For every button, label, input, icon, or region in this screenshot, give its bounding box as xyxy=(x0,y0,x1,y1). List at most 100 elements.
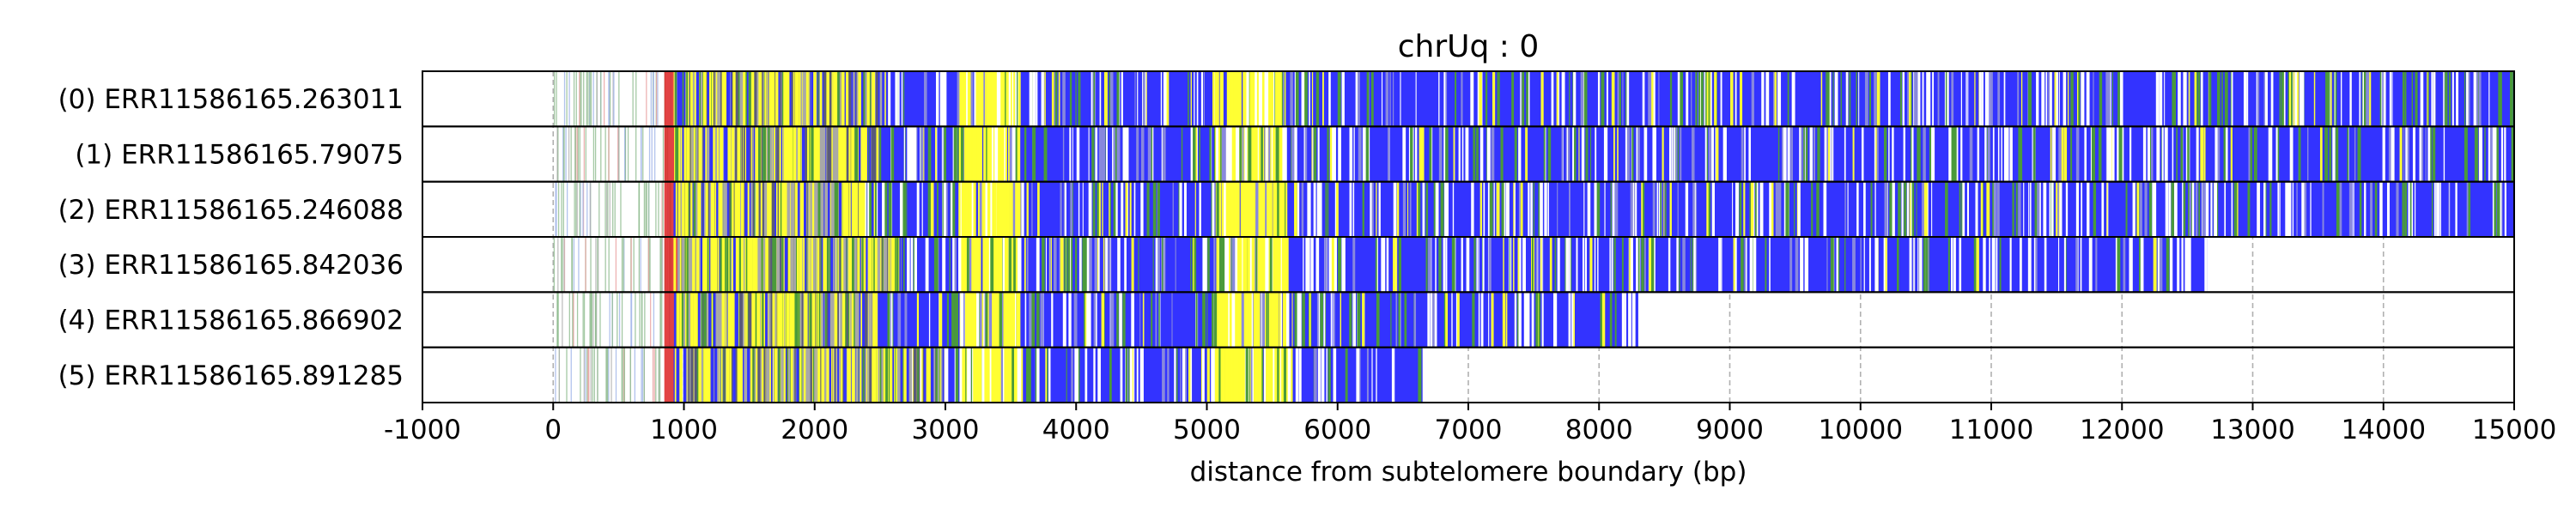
dense-band xyxy=(1064,181,1066,237)
mixed-band xyxy=(848,181,851,237)
dense-band xyxy=(1831,126,1834,182)
dense-band xyxy=(2427,126,2431,182)
dense-band xyxy=(1680,71,1684,127)
dense-band xyxy=(1205,237,1207,293)
dense-band xyxy=(1479,126,1484,182)
dense-band xyxy=(1753,181,1755,237)
sparse-band xyxy=(606,181,608,237)
dense-band xyxy=(1741,126,1744,182)
dense-band xyxy=(1024,237,1026,293)
mixed-band xyxy=(829,71,832,127)
mixed-band xyxy=(788,181,791,237)
dense-band xyxy=(2037,181,2038,237)
dense-band xyxy=(1856,181,1859,237)
dense-band xyxy=(1109,292,1111,348)
mixed-band xyxy=(691,126,695,182)
mixed-band xyxy=(854,237,857,293)
mixed-band xyxy=(835,292,840,348)
dense-band xyxy=(1917,126,1920,182)
mixed-band xyxy=(731,292,735,348)
sparse-band xyxy=(557,126,559,182)
dense-band xyxy=(1603,126,1607,182)
dense-band xyxy=(1110,292,1115,348)
dense-band xyxy=(2185,126,2188,182)
dense-band xyxy=(2138,237,2142,293)
dense-band xyxy=(2431,181,2433,237)
dense-band xyxy=(2391,126,2393,182)
dense-band xyxy=(1402,126,1406,182)
dense-band xyxy=(1352,237,1356,293)
dense-band xyxy=(1365,126,1370,182)
dense-band xyxy=(1106,126,1108,182)
dense-band xyxy=(1707,71,1710,127)
dense-band xyxy=(1438,71,1440,127)
mixed-band xyxy=(701,292,704,348)
yellow-band xyxy=(1000,126,1004,182)
dense-band xyxy=(1002,237,1005,293)
dense-band xyxy=(2172,126,2174,182)
dense-band xyxy=(1928,237,1929,293)
dense-band xyxy=(2188,71,2190,127)
dense-band xyxy=(873,292,876,348)
dense-band xyxy=(2396,181,2399,237)
dense-band xyxy=(2017,71,2020,127)
mixed-band xyxy=(759,181,762,237)
dense-band xyxy=(1410,126,1413,182)
dense-band xyxy=(1407,181,1409,237)
mixed-band xyxy=(877,237,881,293)
dense-band xyxy=(1932,126,1935,182)
dense-band xyxy=(2159,237,2162,293)
dense-band xyxy=(2119,71,2123,127)
dense-band xyxy=(2221,71,2223,127)
dense-band xyxy=(2279,181,2281,237)
dense-band xyxy=(2294,71,2298,127)
dense-band xyxy=(1874,237,1879,293)
read-row xyxy=(555,181,2514,237)
dense-band xyxy=(2490,126,2493,182)
mixed-band xyxy=(824,126,827,182)
dense-band xyxy=(1438,126,1443,182)
yellow-band xyxy=(965,126,970,182)
sparse-band xyxy=(575,71,577,127)
dense-band xyxy=(2421,71,2423,127)
sparse-band xyxy=(658,181,659,237)
dense-band xyxy=(2194,71,2197,127)
dense-band xyxy=(1269,237,1273,293)
dense-band xyxy=(1677,71,1680,127)
dense-band xyxy=(1206,292,1208,348)
mixed-band xyxy=(773,71,775,127)
dense-band xyxy=(927,181,931,237)
dense-band xyxy=(2056,71,2058,127)
mixed-band xyxy=(710,292,713,348)
mixed-band xyxy=(793,126,797,182)
mixed-band xyxy=(848,126,851,182)
yellow-band xyxy=(1246,181,1249,237)
dense-band xyxy=(1945,71,1947,127)
sparse-band xyxy=(608,71,610,127)
mixed-band xyxy=(709,71,712,127)
dense-band xyxy=(2023,181,2025,237)
dense-band xyxy=(1488,126,1491,182)
mixed-band xyxy=(804,181,806,237)
dense-band xyxy=(1220,126,1222,182)
dense-band xyxy=(1476,126,1479,182)
dense-band xyxy=(1733,237,1736,293)
dense-band xyxy=(1349,126,1353,182)
dense-band xyxy=(925,237,929,293)
dense-band xyxy=(2063,237,2066,293)
dense-band xyxy=(1008,237,1012,293)
dense-band xyxy=(1200,71,1203,127)
dense-band xyxy=(2421,126,2424,182)
dense-band xyxy=(2196,71,2198,127)
dense-band xyxy=(2359,71,2361,127)
dense-band xyxy=(2279,71,2281,127)
mixed-band xyxy=(773,292,777,348)
sparse-band xyxy=(608,237,610,293)
dense-band xyxy=(2050,181,2054,237)
dense-band xyxy=(1479,181,1482,237)
mixed-band xyxy=(793,292,797,348)
dense-band xyxy=(1630,237,1633,293)
dense-band xyxy=(1109,71,1114,127)
dense-band xyxy=(957,71,960,127)
sparse-band xyxy=(600,71,602,127)
